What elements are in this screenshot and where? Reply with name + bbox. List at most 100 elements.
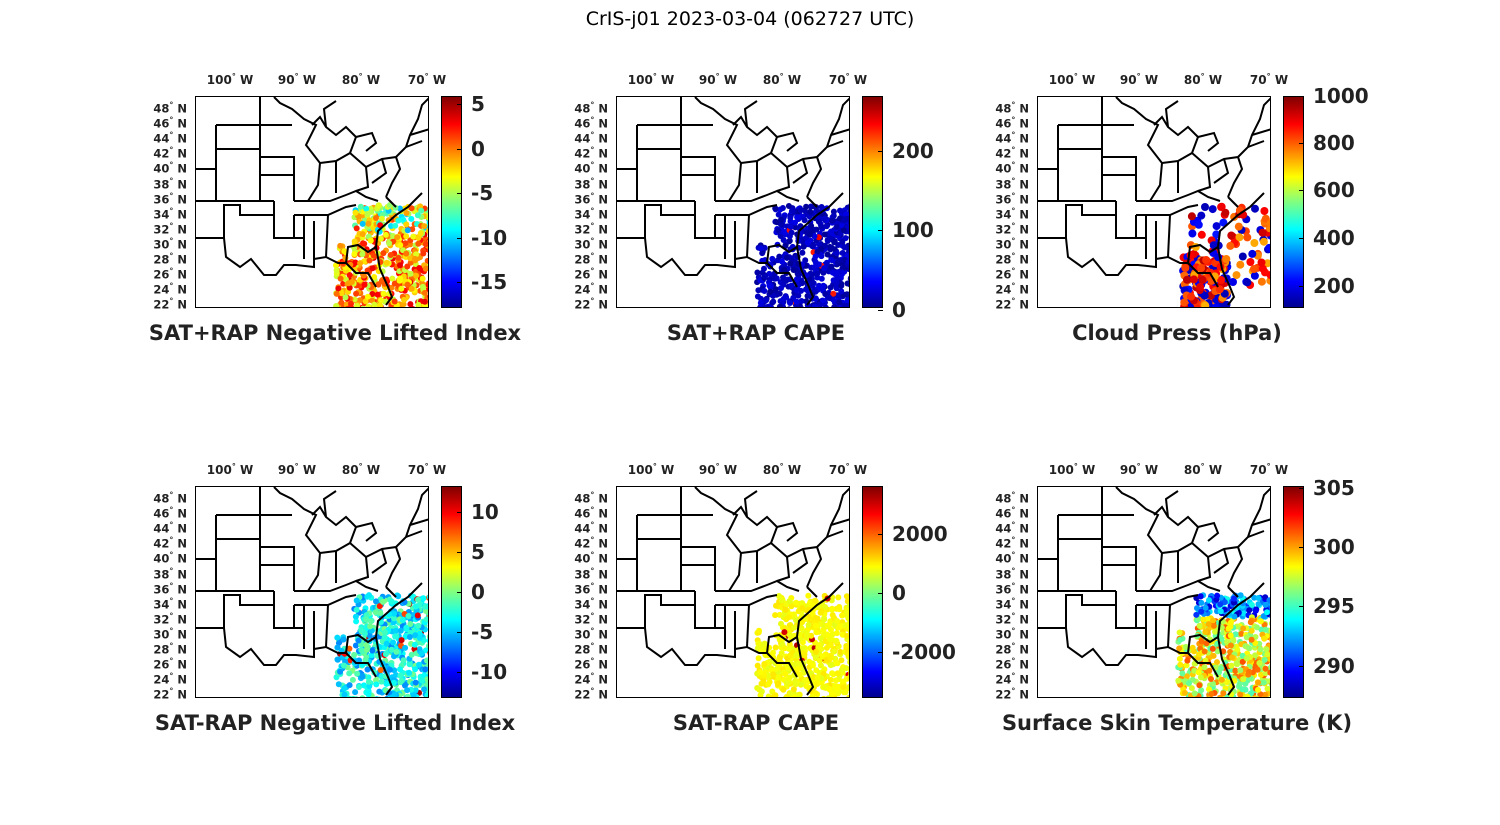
colorbar-tickmark <box>878 230 883 231</box>
colorbar-tickmark <box>1299 96 1304 97</box>
map-plot-area <box>1037 96 1271 308</box>
colorbar-tick-label: 100 <box>892 218 934 242</box>
lat-tick-label: 42° N <box>153 535 187 551</box>
lat-tick-label: 42° N <box>574 535 608 551</box>
lat-tick-label: 44° N <box>574 520 608 536</box>
lat-tick-label: 46° N <box>574 115 608 131</box>
colorbar-tickmark <box>457 193 462 194</box>
lat-tick-label: 34° N <box>153 596 187 612</box>
lat-tick-label: 44° N <box>995 130 1029 146</box>
lon-tick-label: 80° W <box>1183 72 1223 87</box>
lat-tick-label: 26° N <box>574 656 608 672</box>
map-panel-p5: 100° W 90° W 80° W 70° W 48° N 46° N 44° N 42° … <box>526 440 986 740</box>
lon-tick-label: 90° W <box>277 462 317 477</box>
lon-tick-label: 70° W <box>1249 462 1289 477</box>
lat-tick-label: 22° N <box>574 686 608 702</box>
lat-tick-label: 26° N <box>995 266 1029 282</box>
colorbar-tickmark <box>457 592 462 593</box>
lat-tick-label: 32° N <box>995 611 1029 627</box>
colorbar <box>441 96 462 308</box>
map-svg <box>1038 487 1270 697</box>
lat-tick-label: 26° N <box>153 266 187 282</box>
lat-tick-label: 28° N <box>995 641 1029 657</box>
colorbar-tick-label: 0 <box>471 580 485 604</box>
lon-tick-label: 70° W <box>828 72 868 87</box>
map-plot-area <box>616 486 850 698</box>
lat-tick-label: 30° N <box>574 626 608 642</box>
lat-tick-label: 30° N <box>153 236 187 252</box>
colorbar-tick-label: 5 <box>471 92 485 116</box>
data-points <box>333 592 428 697</box>
lat-tick-label: 40° N <box>153 550 187 566</box>
lon-tick-label: 90° W <box>1119 72 1159 87</box>
colorbar-tickmark <box>1299 238 1304 239</box>
map-panel-p4: 100° W 90° W 80° W 70° W 48° N 46° N 44° N 42° … <box>105 440 565 740</box>
colorbar <box>862 486 883 698</box>
lat-tick-label: 24° N <box>574 671 608 687</box>
lon-tick-label: 100° W <box>206 462 254 477</box>
colorbar-tick-label: 300 <box>1313 535 1355 559</box>
lat-tick-label: 34° N <box>574 596 608 612</box>
colorbar-tickmark <box>1299 488 1304 489</box>
lat-tick-label: 26° N <box>153 656 187 672</box>
lat-tick-label: 36° N <box>574 191 608 207</box>
lon-tick-label: 70° W <box>407 72 447 87</box>
lat-tick-label: 30° N <box>153 626 187 642</box>
lat-tick-label: 24° N <box>153 671 187 687</box>
lat-tick-label: 22° N <box>153 686 187 702</box>
lat-tick-label: 48° N <box>995 490 1029 506</box>
colorbar-tick-label: -2000 <box>892 640 956 664</box>
lat-tick-label: 40° N <box>574 160 608 176</box>
figure-title: CrIS-j01 2023-03-04 (062727 UTC) <box>585 8 915 30</box>
lat-tick-label: 36° N <box>574 581 608 597</box>
lat-tick-label: 34° N <box>995 206 1029 222</box>
lon-tick-label: 100° W <box>206 72 254 87</box>
map-plot-area <box>616 96 850 308</box>
panel-caption: Cloud Press (hPa) <box>1072 321 1282 345</box>
lat-tick-label: 30° N <box>995 626 1029 642</box>
lat-tick-label: 48° N <box>995 100 1029 116</box>
colorbar-tickmark <box>457 282 462 283</box>
lat-tick-label: 24° N <box>574 281 608 297</box>
lat-tick-label: 42° N <box>153 145 187 161</box>
lat-tick-label: 22° N <box>995 686 1029 702</box>
colorbar-tick-label: 800 <box>1313 131 1355 155</box>
colorbar-tickmark <box>1299 606 1304 607</box>
lat-tick-label: 26° N <box>574 266 608 282</box>
colorbar-tickmark <box>878 151 883 152</box>
data-points <box>754 203 849 307</box>
lat-tick-label: 36° N <box>153 581 187 597</box>
lat-tick-label: 48° N <box>153 100 187 116</box>
lat-tick-label: 28° N <box>995 251 1029 267</box>
colorbar-tick-label: 400 <box>1313 226 1355 250</box>
lon-tick-label: 100° W <box>627 72 675 87</box>
lat-tick-label: 44° N <box>995 520 1029 536</box>
colorbar-tick-label: 305 <box>1313 476 1355 500</box>
colorbar-tick-label: 600 <box>1313 178 1355 202</box>
lat-tick-label: 36° N <box>995 191 1029 207</box>
lon-tick-label: 90° W <box>1119 462 1159 477</box>
colorbar-tickmark <box>457 104 462 105</box>
lat-tick-label: 24° N <box>995 671 1029 687</box>
lat-tick-label: 34° N <box>995 596 1029 612</box>
lon-tick-label: 80° W <box>341 462 381 477</box>
lat-tick-label: 42° N <box>574 145 608 161</box>
lat-tick-label: 38° N <box>995 566 1029 581</box>
lat-tick-label: 36° N <box>995 581 1029 597</box>
lat-tick-label: 48° N <box>153 490 187 506</box>
lat-tick-label: 36° N <box>153 191 187 207</box>
lat-tick-label: 34° N <box>153 206 187 222</box>
lat-tick-label: 46° N <box>153 505 187 521</box>
colorbar-tick-label: 2000 <box>892 522 948 546</box>
map-svg <box>196 487 428 697</box>
lat-tick-label: 40° N <box>995 550 1029 566</box>
panel-caption: SAT+RAP CAPE <box>666 321 846 345</box>
colorbar-tick-label: 1000 <box>1313 84 1369 108</box>
lat-tick-label: 38° N <box>995 176 1029 191</box>
lat-tick-label: 42° N <box>995 145 1029 161</box>
lat-tick-label: 30° N <box>995 236 1029 252</box>
lon-tick-label: 70° W <box>1249 72 1289 87</box>
colorbar-tick-label: 0 <box>892 581 906 605</box>
map-svg <box>617 487 849 697</box>
lon-tick-label: 90° W <box>698 462 738 477</box>
